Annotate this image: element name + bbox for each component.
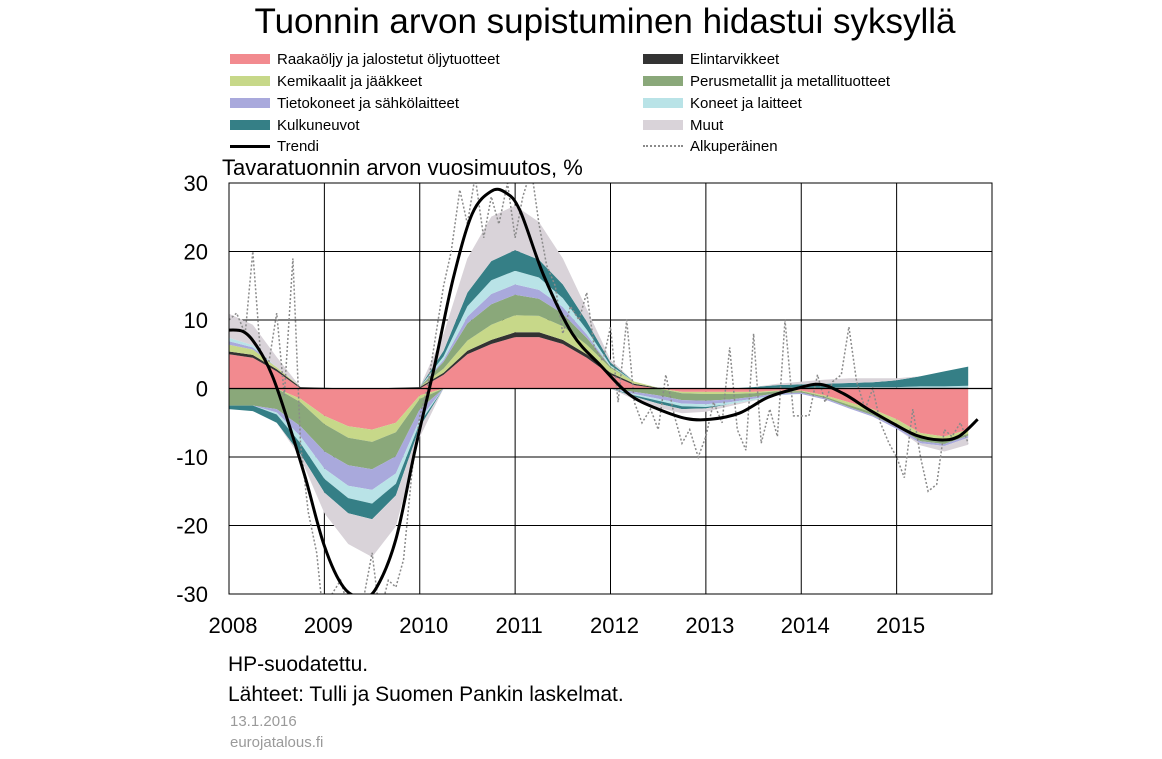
legend-item-trendi: Trendi xyxy=(230,136,319,156)
date-note: 13.1.2016 xyxy=(230,713,297,730)
x-tick-label: 2010 xyxy=(399,613,448,638)
x-tick-label: 2013 xyxy=(685,613,734,638)
area-series xyxy=(229,337,969,389)
x-tick-label: 2015 xyxy=(876,613,925,638)
legend-label: Kemikaalit ja jääkkeet xyxy=(277,72,423,90)
stacked-areas xyxy=(229,205,969,557)
legend-label: Alkuperäinen xyxy=(690,137,778,155)
legend-swatch xyxy=(230,120,270,130)
x-tick-label: 2012 xyxy=(590,613,639,638)
legend-swatch xyxy=(643,98,683,108)
legend-label: Tietokoneet ja sähkölaitteet xyxy=(277,94,460,112)
filter-note: HP-suodatettu. xyxy=(228,653,369,676)
legend-label: Raakaöljy ja jalostetut öljytuotteet xyxy=(277,50,500,68)
x-tick-label: 2014 xyxy=(781,613,830,638)
plot-frame xyxy=(228,182,993,595)
y-tick-label: -30 xyxy=(176,582,208,607)
x-tick-label: 2008 xyxy=(209,613,258,638)
legend-item-elintarvikkeet: Elintarvikkeet xyxy=(643,49,779,69)
legend-label: Perusmetallit ja metallituotteet xyxy=(690,72,891,90)
legend-label: Muut xyxy=(690,116,724,134)
legend-swatch xyxy=(643,76,683,86)
legend-label: Trendi xyxy=(277,137,319,155)
legend-swatch xyxy=(643,120,683,130)
legend-swatch xyxy=(230,76,270,86)
legend-item-kulkuneuvot: Kulkuneuvot xyxy=(230,115,360,135)
legend-item-kemikaalit: Kemikaalit ja jääkkeet xyxy=(230,71,422,91)
chart-title: Tuonnin arvon supistuminen hidastui syks… xyxy=(254,2,956,41)
legend-item-alkuperainen: Alkuperäinen xyxy=(643,136,778,156)
area-series xyxy=(229,388,969,437)
y-tick-label: 30 xyxy=(184,171,208,196)
legend-item-tietokoneet: Tietokoneet ja sähkölaitteet xyxy=(230,93,459,113)
trend-series xyxy=(229,187,979,594)
y-tick-label: 0 xyxy=(196,377,208,402)
trend-line xyxy=(229,187,979,594)
legend-swatch xyxy=(643,54,683,64)
site-note: eurojatalous.fi xyxy=(230,734,324,751)
legend-label: Elintarvikkeet xyxy=(690,50,780,68)
legend-swatch xyxy=(230,54,270,64)
legend-swatch xyxy=(230,98,270,108)
area-series xyxy=(229,388,969,470)
y-axis-title: Tavaratuonnin arvon vuosimuutos, % xyxy=(222,155,583,180)
y-tick-label: -10 xyxy=(176,445,208,470)
y-tick-label: 20 xyxy=(184,240,208,265)
legend-item-koneet: Koneet ja laitteet xyxy=(643,93,802,113)
legend-label: Kulkuneuvot xyxy=(277,116,360,134)
x-tick-label: 2011 xyxy=(495,613,542,638)
source-note: Lähteet: Tulli ja Suomen Pankin laskelma… xyxy=(228,683,624,706)
legend-item-muut: Muut xyxy=(643,115,723,135)
x-tick-label: 2009 xyxy=(304,613,353,638)
y-tick-label: -20 xyxy=(176,514,208,539)
legend-item-perusmetallit: Perusmetallit ja metallituotteet xyxy=(643,71,890,91)
legend-label: Koneet ja laitteet xyxy=(690,94,802,112)
legend-item-raakaoljy: Raakaöljy ja jalostetut öljytuotteet xyxy=(230,49,500,69)
legend-line xyxy=(230,144,270,148)
legend-line xyxy=(643,145,683,147)
y-tick-label: 10 xyxy=(184,308,208,333)
